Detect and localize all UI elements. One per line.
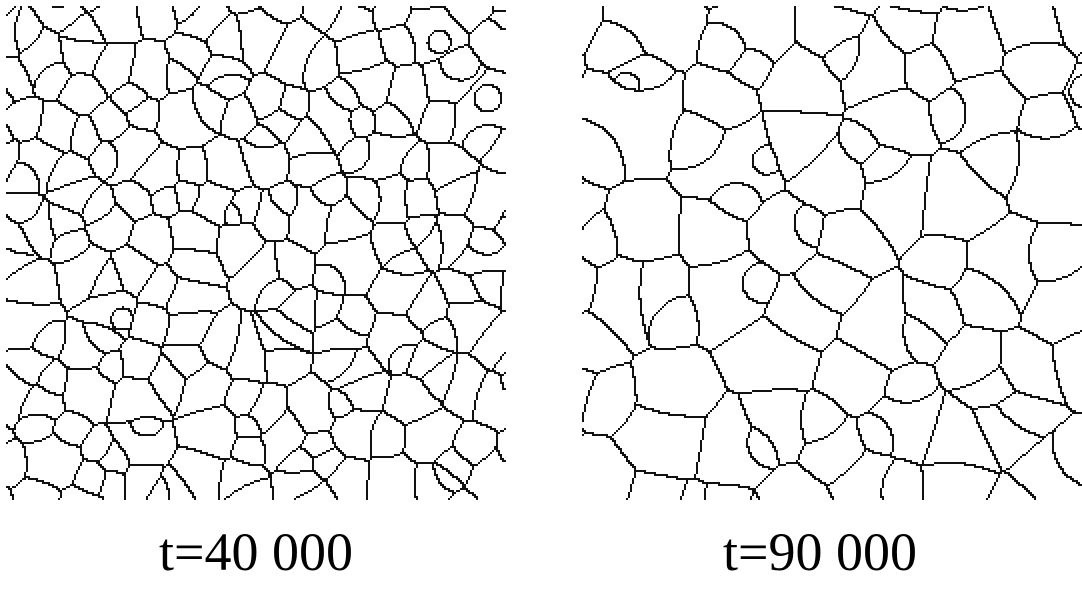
caption-right: t=90 000 bbox=[723, 522, 917, 582]
caption-left: t=40 000 bbox=[159, 522, 353, 582]
grain-structure-t90000 bbox=[582, 6, 1082, 500]
grain-boundary-network-left bbox=[6, 6, 506, 500]
grain-structure-t40000 bbox=[6, 6, 506, 500]
grain-boundaries bbox=[582, 6, 1082, 500]
grain-boundary-network-right bbox=[582, 6, 1082, 500]
grain-boundaries bbox=[6, 6, 506, 500]
